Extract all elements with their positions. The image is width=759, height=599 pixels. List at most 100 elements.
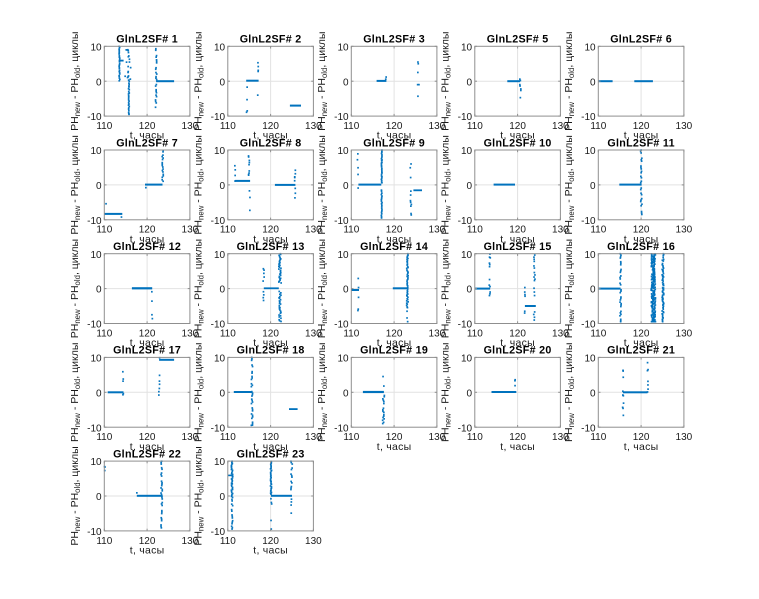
svg-text:0: 0: [220, 388, 226, 399]
svg-text:GlnL2SF# 1: GlnL2SF# 1: [116, 34, 178, 46]
svg-text:130: 130: [429, 432, 446, 443]
svg-text:10: 10: [214, 250, 226, 261]
svg-text:110: 110: [343, 328, 359, 339]
svg-text:GlnL2SF# 7: GlnL2SF# 7: [116, 137, 178, 149]
svg-text:120: 120: [139, 432, 156, 443]
svg-text:GlnL2SF# 5: GlnL2SF# 5: [487, 34, 549, 46]
svg-text:110: 110: [590, 328, 606, 339]
svg-text:PHnew - PHold, циклы: PHnew - PHold, циклы: [192, 343, 205, 442]
svg-text:120: 120: [509, 121, 526, 132]
svg-text:t, часы: t, часы: [377, 233, 412, 245]
svg-text:PHnew - PHold, циклы: PHnew - PHold, циклы: [192, 135, 205, 234]
svg-text:-10: -10: [87, 423, 102, 434]
svg-text:120: 120: [509, 432, 526, 443]
svg-text:110: 110: [590, 432, 606, 443]
svg-text:0: 0: [220, 181, 226, 192]
svg-text:t, часы: t, часы: [253, 545, 288, 557]
svg-text:10: 10: [214, 146, 226, 157]
svg-text:PHnew - PHold, циклы: PHnew - PHold, циклы: [316, 32, 329, 131]
svg-text:120: 120: [262, 432, 279, 443]
svg-text:-10: -10: [87, 216, 102, 227]
svg-text:120: 120: [633, 121, 650, 132]
svg-text:0: 0: [343, 285, 349, 296]
svg-text:0: 0: [96, 285, 102, 296]
svg-text:120: 120: [633, 225, 650, 236]
svg-text:130: 130: [182, 432, 199, 443]
svg-text:t, часы: t, часы: [500, 337, 535, 349]
svg-text:t, часы: t, часы: [253, 441, 288, 453]
svg-text:t, часы: t, часы: [377, 441, 412, 453]
svg-text:120: 120: [386, 328, 403, 339]
svg-text:-10: -10: [211, 423, 226, 434]
svg-text:120: 120: [139, 225, 156, 236]
svg-text:0: 0: [467, 181, 473, 192]
svg-text:GlnL2SF# 16: GlnL2SF# 16: [607, 241, 675, 253]
svg-text:10: 10: [461, 146, 473, 157]
svg-text:120: 120: [262, 328, 279, 339]
svg-text:110: 110: [467, 121, 483, 132]
svg-text:t, часы: t, часы: [624, 441, 659, 453]
svg-text:130: 130: [305, 225, 322, 236]
svg-text:10: 10: [214, 42, 226, 53]
svg-text:130: 130: [429, 225, 446, 236]
svg-text:-10: -10: [334, 112, 349, 123]
svg-text:110: 110: [96, 536, 112, 547]
svg-text:130: 130: [676, 121, 693, 132]
svg-text:0: 0: [590, 181, 596, 192]
svg-text:10: 10: [337, 250, 349, 261]
svg-text:130: 130: [305, 536, 322, 547]
svg-text:10: 10: [584, 250, 596, 261]
svg-text:-10: -10: [458, 112, 473, 123]
svg-text:10: 10: [214, 457, 226, 468]
svg-text:120: 120: [633, 432, 650, 443]
svg-text:130: 130: [182, 225, 199, 236]
svg-text:10: 10: [584, 42, 596, 53]
svg-text:130: 130: [552, 432, 569, 443]
svg-text:GlnL2SF# 17: GlnL2SF# 17: [113, 345, 181, 357]
svg-text:10: 10: [584, 354, 596, 365]
svg-text:110: 110: [590, 225, 606, 236]
svg-text:120: 120: [139, 121, 156, 132]
svg-text:-10: -10: [581, 112, 596, 123]
svg-text:110: 110: [467, 328, 483, 339]
svg-text:130: 130: [429, 121, 446, 132]
svg-text:-10: -10: [211, 112, 226, 123]
svg-text:130: 130: [676, 225, 693, 236]
svg-text:110: 110: [220, 225, 236, 236]
svg-text:10: 10: [90, 146, 102, 157]
svg-text:-10: -10: [458, 216, 473, 227]
svg-text:GlnL2SF# 3: GlnL2SF# 3: [363, 34, 425, 46]
svg-text:110: 110: [343, 432, 359, 443]
svg-text:10: 10: [214, 354, 226, 365]
svg-text:10: 10: [337, 42, 349, 53]
svg-text:-10: -10: [581, 423, 596, 434]
svg-text:110: 110: [96, 121, 112, 132]
svg-text:-10: -10: [581, 320, 596, 331]
svg-text:t, часы: t, часы: [377, 337, 412, 349]
svg-text:GlnL2SF# 18: GlnL2SF# 18: [237, 345, 305, 357]
svg-text:10: 10: [90, 457, 102, 468]
svg-text:10: 10: [90, 250, 102, 261]
svg-text:120: 120: [139, 328, 156, 339]
svg-text:0: 0: [590, 77, 596, 88]
svg-text:PHnew - PHold, циклы: PHnew - PHold, циклы: [563, 135, 576, 234]
svg-text:PHnew - PHold, циклы: PHnew - PHold, циклы: [439, 239, 452, 338]
svg-text:110: 110: [220, 328, 236, 339]
svg-text:120: 120: [262, 121, 279, 132]
svg-text:GlnL2SF# 20: GlnL2SF# 20: [484, 345, 552, 357]
svg-text:PHnew - PHold, циклы: PHnew - PHold, циклы: [439, 343, 452, 442]
svg-text:GlnL2SF# 19: GlnL2SF# 19: [360, 345, 428, 357]
svg-text:130: 130: [429, 328, 446, 339]
svg-text:GlnL2SF# 15: GlnL2SF# 15: [484, 241, 552, 253]
svg-text:t, часы: t, часы: [130, 130, 165, 142]
svg-text:10: 10: [461, 42, 473, 53]
svg-text:0: 0: [96, 77, 102, 88]
svg-text:10: 10: [584, 146, 596, 157]
svg-text:-10: -10: [458, 423, 473, 434]
svg-text:PHnew - PHold, циклы: PHnew - PHold, циклы: [192, 239, 205, 338]
svg-text:t, часы: t, часы: [624, 130, 659, 142]
svg-text:GlnL2SF# 9: GlnL2SF# 9: [363, 137, 425, 149]
svg-text:-10: -10: [334, 423, 349, 434]
svg-text:GlnL2SF# 6: GlnL2SF# 6: [610, 34, 672, 46]
svg-text:110: 110: [96, 225, 112, 236]
